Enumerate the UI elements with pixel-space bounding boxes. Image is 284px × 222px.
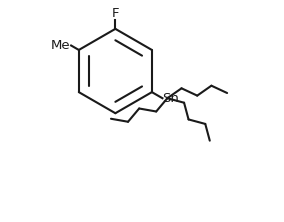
Text: Sn: Sn — [162, 92, 179, 105]
Text: Me: Me — [50, 39, 70, 52]
Text: F: F — [112, 7, 119, 20]
